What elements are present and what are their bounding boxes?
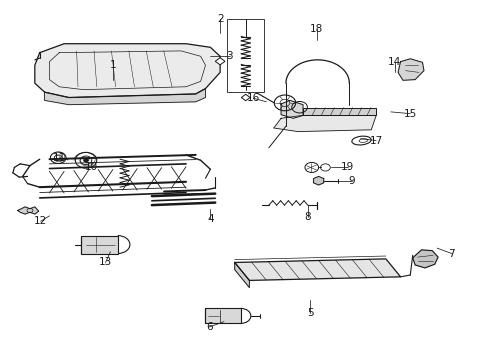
Text: 16: 16 [246, 93, 259, 103]
Polygon shape [273, 116, 375, 132]
Text: 3: 3 [226, 51, 233, 61]
Text: 1: 1 [109, 60, 116, 70]
Text: 4: 4 [206, 215, 213, 224]
Polygon shape [35, 44, 220, 98]
Text: 17: 17 [369, 136, 382, 145]
Text: 11: 11 [53, 153, 66, 163]
Text: 14: 14 [387, 57, 401, 67]
Text: 19: 19 [341, 162, 354, 172]
Text: 10: 10 [84, 162, 97, 172]
Text: 9: 9 [348, 176, 354, 186]
Polygon shape [215, 58, 224, 65]
Polygon shape [234, 259, 400, 280]
Polygon shape [397, 59, 423, 80]
Text: 12: 12 [34, 216, 47, 226]
Polygon shape [412, 250, 437, 268]
Polygon shape [313, 176, 323, 185]
Bar [205, 309, 240, 323]
Polygon shape [234, 262, 249, 288]
Polygon shape [18, 207, 39, 214]
Text: 18: 18 [309, 24, 323, 35]
Polygon shape [281, 100, 303, 118]
Text: 6: 6 [205, 322, 212, 332]
Text: 8: 8 [304, 212, 310, 221]
Text: 5: 5 [306, 308, 313, 318]
Polygon shape [241, 94, 249, 101]
Bar [81, 235, 118, 253]
Text: 13: 13 [99, 257, 112, 267]
Polygon shape [44, 89, 205, 105]
Bar [227, 19, 264, 92]
Circle shape [83, 158, 88, 162]
Text: 2: 2 [216, 14, 223, 24]
Text: 7: 7 [447, 248, 454, 258]
Text: 15: 15 [403, 109, 416, 119]
Bar [303, 108, 375, 116]
